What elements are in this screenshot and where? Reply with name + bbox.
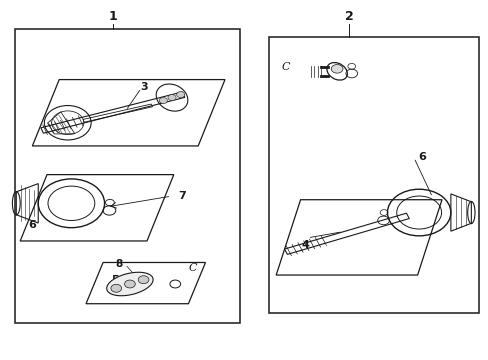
Circle shape	[138, 276, 149, 284]
Text: 6: 6	[418, 152, 426, 162]
Circle shape	[111, 284, 122, 292]
Ellipse shape	[106, 272, 153, 296]
Text: 7: 7	[178, 191, 186, 201]
Circle shape	[159, 98, 167, 104]
Text: C: C	[281, 62, 289, 72]
Circle shape	[124, 280, 135, 288]
Text: 2: 2	[344, 10, 353, 23]
Text: 8: 8	[115, 259, 122, 269]
Text: 6: 6	[28, 220, 36, 230]
Text: 4: 4	[301, 239, 309, 249]
Bar	[268, 37, 478, 313]
Text: C: C	[188, 263, 197, 273]
Text: 5: 5	[111, 275, 119, 285]
Circle shape	[167, 95, 176, 100]
Bar	[15, 30, 239, 323]
Text: 3: 3	[141, 82, 148, 92]
Circle shape	[330, 64, 342, 73]
Circle shape	[176, 91, 184, 98]
Text: 1: 1	[108, 10, 117, 23]
